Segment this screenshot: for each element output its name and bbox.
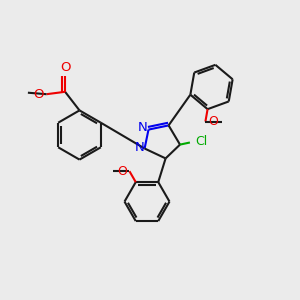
Text: O: O bbox=[117, 165, 127, 178]
Text: O: O bbox=[34, 88, 44, 101]
Text: Cl: Cl bbox=[195, 134, 207, 148]
Text: N: N bbox=[134, 141, 144, 154]
Text: O: O bbox=[208, 115, 218, 128]
Text: N: N bbox=[138, 121, 148, 134]
Text: O: O bbox=[60, 61, 70, 74]
